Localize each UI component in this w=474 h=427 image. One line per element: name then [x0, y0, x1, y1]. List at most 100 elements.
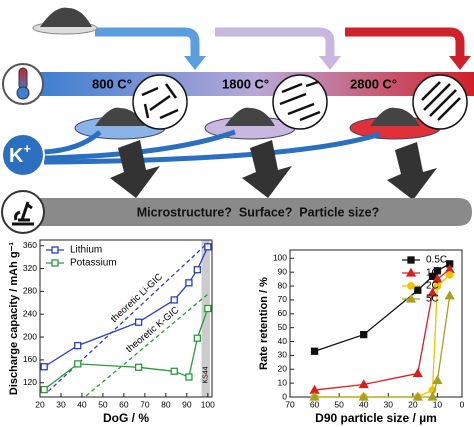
- temperature-label: 2800 C°: [350, 76, 397, 91]
- x-tick-label: 30: [56, 399, 66, 409]
- marker: [193, 334, 201, 342]
- y-tick-label: 100: [273, 253, 287, 263]
- powder: [370, 107, 420, 126]
- arrow-head: [449, 56, 471, 70]
- marker: [170, 367, 178, 375]
- marker: [358, 391, 369, 401]
- microscope-icon: [1, 190, 45, 234]
- y-tick-label: 20: [278, 364, 288, 374]
- x-tick-label: 70: [140, 399, 150, 409]
- y-tick-label: 60: [278, 308, 288, 318]
- reference-label: theoretic Li-GIC: [109, 271, 165, 324]
- y-tick-label: 50: [278, 322, 288, 332]
- marker: [40, 363, 48, 371]
- question-bar: [40, 198, 472, 226]
- marker: [412, 368, 423, 378]
- legend-marker: [51, 246, 59, 254]
- marker: [204, 243, 212, 251]
- y-tick-label: 70: [278, 294, 288, 304]
- x-tick-label: 50: [98, 399, 108, 409]
- marker: [427, 391, 438, 401]
- marker: [134, 318, 143, 326]
- microstructure-sketch: [132, 74, 468, 130]
- x-tick-label: 20: [35, 399, 45, 409]
- x-axis-label: D90 particle size / µm: [315, 411, 437, 425]
- legend-marker: [51, 259, 59, 267]
- y-tick-label: 30: [278, 350, 288, 360]
- x-tick-label: 30: [384, 399, 394, 409]
- marker: [310, 347, 319, 355]
- y-tick-label: 240: [23, 308, 37, 318]
- y-tick-label: 320: [23, 263, 37, 273]
- x-tick-label: 20: [408, 399, 418, 409]
- x-tick-label: 90: [182, 399, 192, 409]
- band: [201, 240, 210, 397]
- x-tick-label: 40: [77, 399, 87, 409]
- y-tick-label: 160: [23, 354, 37, 364]
- y-tick-label: 80: [278, 280, 288, 290]
- arrow: [95, 27, 200, 58]
- x-tick-label: 60: [119, 399, 129, 409]
- arrow: [43, 129, 236, 161]
- marker: [40, 385, 48, 394]
- y-tick-label: 360: [23, 240, 37, 250]
- marker: [428, 272, 437, 280]
- arrow: [43, 130, 102, 155]
- ion-symbol: K: [9, 145, 24, 167]
- marker: [185, 279, 193, 287]
- arrow: [110, 140, 160, 198]
- legend-marker: [407, 282, 415, 290]
- y-axis-label: Discharge capacity / mAh g⁻¹: [8, 242, 20, 395]
- legend-marker: [405, 293, 417, 303]
- temperature-label: 1800 C°: [222, 76, 269, 91]
- marker: [414, 286, 422, 294]
- legend-label: 1C: [426, 268, 439, 279]
- y-axis-label: Rate retention / %: [258, 277, 270, 370]
- marker: [193, 266, 201, 274]
- x-tick-label: 60: [310, 399, 320, 409]
- legend-label: 5C: [426, 294, 439, 305]
- powder: [225, 107, 275, 126]
- x-tick-label: 10: [433, 399, 443, 409]
- y-tick-label: 280: [23, 286, 37, 296]
- marker: [74, 360, 82, 368]
- y-tick-label: 200: [23, 331, 37, 341]
- y-tick-label: 0: [282, 391, 287, 401]
- marker: [412, 391, 423, 401]
- series-line: [314, 295, 451, 398]
- marker: [432, 375, 443, 385]
- band-label: KS44: [203, 366, 210, 383]
- marker: [444, 290, 455, 300]
- y-tick-label: 90: [278, 266, 288, 276]
- marker: [309, 391, 320, 401]
- arrow: [215, 27, 335, 58]
- temperature-label: 800 C°: [92, 76, 132, 91]
- marker: [358, 379, 369, 389]
- arrow: [387, 142, 437, 200]
- legend-marker: [407, 256, 415, 264]
- x-tick-label: 40: [359, 399, 369, 409]
- legend-marker: [405, 267, 417, 277]
- marker: [427, 287, 438, 297]
- powder: [40, 7, 92, 27]
- marker: [170, 296, 178, 304]
- x-tick-label: 0: [460, 399, 465, 409]
- powder: [95, 107, 145, 126]
- legend-label: Lithium: [70, 245, 102, 256]
- x-tick-label: 50: [334, 399, 344, 409]
- legend-label: Potassium: [70, 258, 117, 269]
- legend-label: 2C: [426, 281, 439, 292]
- marker: [432, 273, 443, 283]
- marker: [204, 304, 212, 313]
- marker: [360, 330, 368, 339]
- marker: [445, 271, 454, 279]
- question-text: Microstructure? Surface? Particle size?: [137, 205, 379, 219]
- thermometer-bulb: [16, 86, 30, 100]
- marker: [433, 282, 442, 290]
- ion-label: K+: [9, 141, 31, 167]
- process-diagram: 800 C° 1800 C° 2800 C° K+ M: [1, 7, 474, 234]
- reference-line: [85, 293, 209, 397]
- marker: [74, 341, 82, 350]
